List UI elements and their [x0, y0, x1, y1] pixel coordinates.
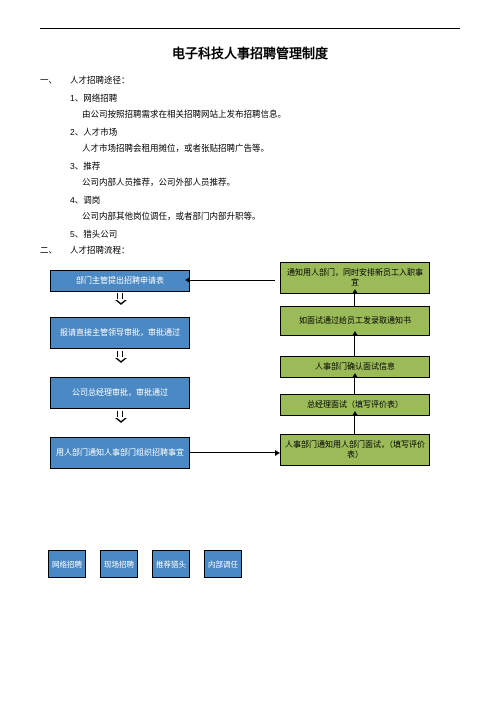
arrow-down-icon	[117, 293, 123, 301]
section-1-num: 一、	[40, 74, 70, 86]
mini-box-row: 网络招聘 现场招聘 推荐猎头 内部调任	[40, 550, 460, 578]
section-2-num: 二、	[40, 244, 70, 256]
flowchart: 部门主管提出招聘申请表 报请直接主管领导审批，审批通过 公司总经理审批，审批通过…	[40, 262, 460, 542]
list-item: 2、人才市场 人才市场招聘会租用摊位，或者张贴招聘广告等。	[70, 126, 460, 154]
page-title: 电子科技人事招聘管理制度	[40, 43, 460, 62]
arrow-down-icon	[117, 351, 123, 359]
section-2-text: 人才招聘流程：	[70, 244, 130, 256]
mini-box: 现场招聘	[100, 550, 138, 578]
document-page: 电子科技人事招聘管理制度 一、 人才招聘途径： 1、网络招聘 由公司按照招聘需求…	[0, 0, 500, 708]
flow-node-right-5: 人事部门通知用人部门面试，（填写评价表）	[280, 434, 430, 466]
mini-box: 网络招聘	[48, 550, 86, 578]
mini-box: 内部调任	[204, 550, 242, 578]
section-1-text: 人才招聘途径：	[70, 74, 130, 86]
flow-node-left-4: 用人部门通知人事部门组织招聘事宜	[50, 437, 190, 469]
list-item: 1、网络招聘 由公司按照招聘需求在相关招聘网站上发布招聘信息。	[70, 92, 460, 120]
list-item: 4、调岗 公司内部其他岗位调任，或者部门内部升职等。	[70, 194, 460, 222]
flow-node-left-1: 部门主管提出招聘申请表	[50, 270, 190, 292]
flow-node-left-2: 报请直接主管领导审批，审批通过	[50, 317, 190, 349]
list-item: 3、推荐 公司内部人员推荐，公司外部人员推荐。	[70, 160, 460, 188]
section-1-heading: 一、 人才招聘途径：	[40, 74, 460, 86]
top-rule	[40, 28, 460, 29]
mini-box: 推荐猎头	[152, 550, 190, 578]
section-2-heading: 二、 人才招聘流程：	[40, 244, 460, 256]
arrow-down-icon	[117, 411, 123, 419]
list-item: 5、猎头公司	[70, 228, 460, 240]
section-1-items: 1、网络招聘 由公司按照招聘需求在相关招聘网站上发布招聘信息。 2、人才市场 人…	[40, 92, 460, 240]
flow-node-left-3: 公司总经理审批，审批通过	[50, 377, 190, 409]
